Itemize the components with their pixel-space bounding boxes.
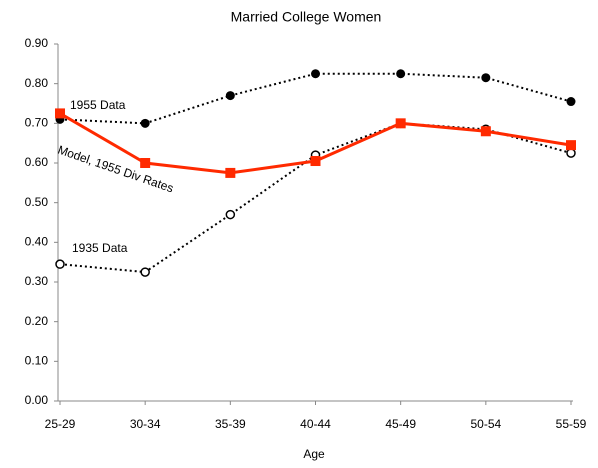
marker xyxy=(140,158,151,168)
series-line xyxy=(59,122,572,274)
x-tick-label: 45-49 xyxy=(385,417,416,431)
series-label: 1955 Data xyxy=(70,98,126,112)
marker xyxy=(140,118,150,128)
chart-title: Married College Women xyxy=(231,9,382,25)
marker xyxy=(566,148,576,158)
marker xyxy=(225,91,235,101)
series-label: Model, 1955 Div Rates xyxy=(56,143,175,196)
x-tick-label: 50-54 xyxy=(470,417,501,431)
marker xyxy=(55,108,65,119)
marker xyxy=(395,118,406,129)
marker xyxy=(55,259,65,269)
y-tick-label: 0.00 xyxy=(25,393,49,407)
marker xyxy=(481,73,491,83)
series-line xyxy=(59,72,572,125)
x-tick-label: 30-34 xyxy=(130,417,161,431)
marker xyxy=(566,97,576,107)
marker xyxy=(396,69,406,79)
marker xyxy=(310,156,321,167)
marker xyxy=(225,167,236,178)
y-tick-label: 0.30 xyxy=(25,274,49,288)
marker xyxy=(311,69,320,79)
x-tick-label: 55-59 xyxy=(556,417,587,431)
x-tick-label: 35-39 xyxy=(215,417,246,431)
x-axis-label: Age xyxy=(303,447,325,461)
marker xyxy=(140,267,150,277)
y-tick-label: 0.60 xyxy=(25,155,49,169)
marker xyxy=(480,126,491,137)
y-tick-label: 0.40 xyxy=(25,235,49,249)
y-tick-label: 0.20 xyxy=(25,314,49,328)
y-tick-label: 0.90 xyxy=(25,36,49,50)
x-tick-label: 40-44 xyxy=(300,417,331,431)
y-tick-label: 0.80 xyxy=(25,76,49,90)
x-tick-label: 25-29 xyxy=(45,417,76,431)
y-tick-label: 0.50 xyxy=(25,195,49,209)
y-tick-label: 0.70 xyxy=(25,116,49,130)
marker xyxy=(225,209,236,220)
series-label: 1935 Data xyxy=(72,241,128,255)
marker xyxy=(566,140,576,151)
y-tick-label: 0.10 xyxy=(25,354,49,368)
